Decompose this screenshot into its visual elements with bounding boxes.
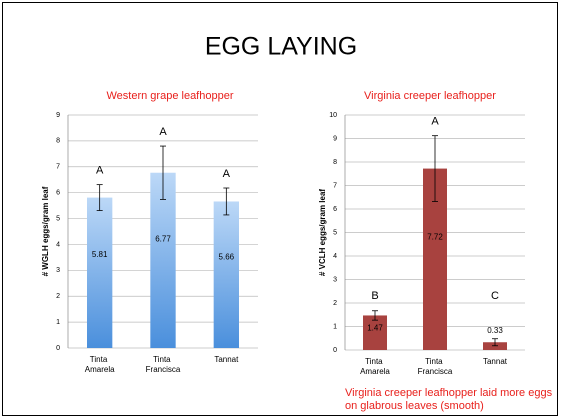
slide-title: EGG LAYING <box>205 33 357 61</box>
x-tick-label: Tinta Francisca <box>146 355 181 374</box>
data-label: 5.66 <box>219 252 235 261</box>
x-tick-label: Tinta Amarela <box>85 355 115 374</box>
y-axis-label: # WGLH eggs/gram leaf <box>41 186 50 276</box>
caption: Virginia creeper leafhopper laid more eg… <box>345 387 553 412</box>
y-tick-label: 8 <box>333 159 337 166</box>
data-label: 1.47 <box>367 324 383 333</box>
slide-border <box>2 2 558 416</box>
y-tick-label: 7 <box>333 182 337 189</box>
y-tick-label: 3 <box>333 276 337 283</box>
y-tick-label: 0 <box>56 345 60 352</box>
y-tick-label: 10 <box>329 112 337 119</box>
y-tick-label: 4 <box>56 241 60 248</box>
significance-letter: A <box>223 168 231 180</box>
significance-letter: A <box>159 126 167 138</box>
data-label: 6.77 <box>155 234 171 243</box>
data-label: 7.72 <box>427 233 443 242</box>
y-tick-label: 3 <box>56 267 60 274</box>
x-tick-label: Tinta Francisca <box>418 357 453 376</box>
data-label: 0.33 <box>487 326 503 335</box>
y-tick-label: 6 <box>56 190 60 197</box>
y-tick-label: 1 <box>56 319 60 326</box>
bar <box>363 315 387 350</box>
bar <box>213 201 239 348</box>
y-tick-label: 6 <box>333 206 337 213</box>
y-axis-label: # VCLH eggs/gram leaf <box>318 189 327 276</box>
y-tick-label: 2 <box>56 293 60 300</box>
y-tick-label: 1 <box>333 323 337 330</box>
significance-letter: A <box>431 116 439 128</box>
y-tick-label: 2 <box>333 300 337 307</box>
bar <box>150 172 176 348</box>
y-tick-label: 8 <box>56 138 60 145</box>
significance-letter: A <box>96 165 104 177</box>
x-tick-label: Tannat <box>483 357 508 366</box>
y-tick-label: 5 <box>333 229 337 236</box>
bar <box>87 197 113 348</box>
chart-title: Western grape leafhopper <box>107 90 234 102</box>
y-tick-label: 0 <box>333 347 337 354</box>
significance-letter: C <box>491 290 499 302</box>
y-tick-label: 4 <box>333 253 337 260</box>
y-tick-label: 9 <box>56 112 60 119</box>
significance-letter: B <box>371 290 378 302</box>
chart-title: Virginia creeper leafhopper <box>364 90 496 102</box>
y-tick-label: 7 <box>56 164 60 171</box>
x-tick-label: Tinta Amarela <box>360 357 390 376</box>
x-tick-label: Tannat <box>214 355 239 364</box>
data-label: 5.81 <box>92 250 108 259</box>
y-tick-label: 5 <box>56 215 60 222</box>
y-tick-label: 9 <box>333 135 337 142</box>
